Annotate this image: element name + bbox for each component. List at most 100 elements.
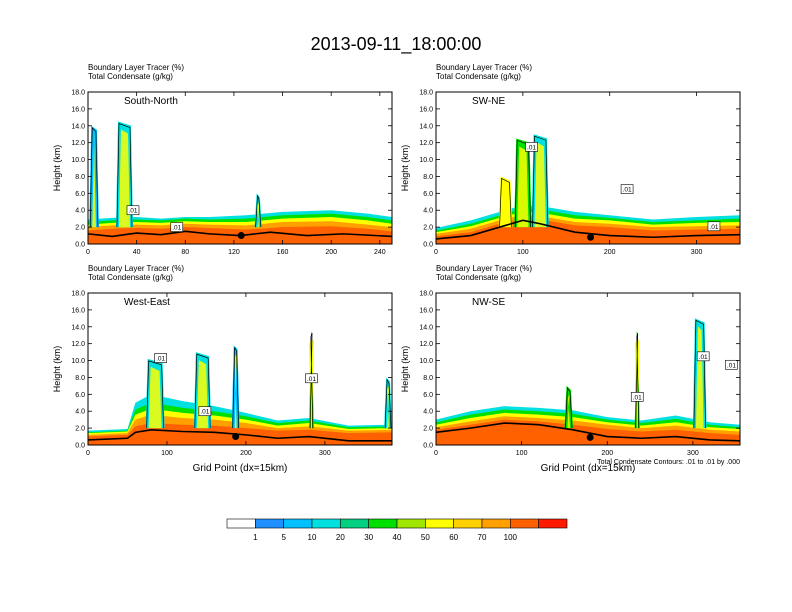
contour-label-box-1 bbox=[525, 142, 538, 152]
terrain-line bbox=[88, 428, 392, 442]
y-tick-label: 6.0 bbox=[423, 191, 433, 198]
y-tick-label: 18.0 bbox=[71, 291, 85, 298]
contour-label-box-1 bbox=[154, 353, 167, 363]
colorbar-swatch-3 bbox=[283, 518, 313, 529]
left-label-1: Boundary Layer Tracer (%) bbox=[436, 63, 532, 72]
contour-label-box-3 bbox=[725, 359, 738, 370]
panel-title: West-East bbox=[124, 297, 170, 308]
panel-frame bbox=[435, 91, 741, 245]
y-tick-label: 4.0 bbox=[423, 409, 433, 416]
y-tick-label: 16.0 bbox=[419, 307, 433, 314]
panel-frame bbox=[87, 91, 393, 245]
y-tick-label: 4.0 bbox=[75, 208, 85, 215]
condensate-contour-3 bbox=[499, 177, 512, 228]
plume-core-1 bbox=[118, 129, 130, 228]
plume-3 bbox=[564, 385, 574, 429]
colorbar-swatch-8 bbox=[425, 518, 454, 529]
y-tick-label: 6.0 bbox=[75, 191, 85, 198]
plot-area: .01 .01 .01 bbox=[436, 134, 740, 244]
contour-label-1: .01 bbox=[156, 356, 165, 363]
condensate-contour-1 bbox=[146, 360, 164, 429]
colorbar-swatch-12 bbox=[538, 518, 568, 529]
colorbar-label-100: 100 bbox=[504, 533, 518, 542]
contour-label-box-3 bbox=[305, 373, 318, 384]
contour-label-box-2 bbox=[696, 351, 710, 362]
colorbar-swatch-1 bbox=[226, 518, 256, 529]
contour-label-2: .01 bbox=[172, 225, 181, 232]
colorbar: 1 5 10 20 30 40 50 60 70 100 bbox=[226, 518, 568, 542]
colorbar-swatch-10 bbox=[481, 518, 511, 529]
condensate-contour-2 bbox=[194, 353, 211, 429]
x-tick-label: 0 bbox=[434, 249, 438, 256]
condensate-contour-3 bbox=[565, 386, 573, 429]
y-tick-label: 18.0 bbox=[419, 291, 433, 298]
contour-label-box-3 bbox=[707, 221, 721, 232]
point-marker bbox=[586, 433, 594, 441]
y-tick-label: 6.0 bbox=[423, 392, 433, 399]
contour-label-1: .01 bbox=[633, 394, 642, 401]
colorbar-label-10: 10 bbox=[308, 533, 317, 542]
point-marker bbox=[232, 433, 240, 441]
y-tick-label: 10.0 bbox=[419, 157, 433, 164]
left-label-2: Total Condensate (g/kg) bbox=[436, 273, 521, 282]
y-tick-label: 2.0 bbox=[75, 426, 85, 433]
y-tick-label: 18.0 bbox=[419, 90, 433, 97]
colorbar-swatch-7 bbox=[396, 518, 426, 529]
x-tick-label: 300 bbox=[319, 450, 331, 457]
left-label-2: Total Condensate (g/kg) bbox=[436, 72, 521, 81]
y-axis-label: Height (km) bbox=[52, 145, 62, 192]
y-tick-label: 12.0 bbox=[419, 140, 433, 147]
contour-label-3: .01 bbox=[727, 362, 736, 369]
point-marker bbox=[237, 232, 245, 240]
x-tick-label: 120 bbox=[228, 249, 240, 256]
panel-title: South-North bbox=[124, 96, 178, 107]
x-tick-label: 80 bbox=[181, 249, 189, 256]
y-tick-label: 14.0 bbox=[71, 324, 85, 331]
y-tick-label: 16.0 bbox=[71, 106, 85, 113]
y-tick-label: 8.0 bbox=[75, 174, 85, 181]
panel-title: NW-SE bbox=[472, 297, 505, 308]
contour-label-3: .01 bbox=[709, 224, 718, 231]
contour-label-2: .01 bbox=[200, 409, 209, 416]
colorbar-label-5: 5 bbox=[281, 533, 286, 542]
y-tick-label: 2.0 bbox=[423, 225, 433, 232]
y-tick-label: 0.0 bbox=[423, 242, 433, 249]
terrain-line bbox=[436, 219, 740, 240]
y-tick-label: 10.0 bbox=[71, 157, 85, 164]
colorbar-label-20: 20 bbox=[336, 533, 345, 542]
panel-2: .01 .01 .01 0.0 2.0 4.0 6.0 8.0 10.0 12.0 14.0 16.0… bbox=[400, 63, 741, 256]
y-axis-label: Height (km) bbox=[400, 145, 410, 192]
plume-core-1 bbox=[634, 339, 640, 429]
plume-core-1 bbox=[148, 366, 162, 429]
condensate-contour-1 bbox=[514, 139, 531, 228]
terrain-line bbox=[436, 422, 740, 442]
plume-core-2 bbox=[92, 133, 96, 228]
plume-core-3 bbox=[234, 353, 237, 429]
contour-label-box-1 bbox=[126, 205, 140, 216]
colorbar-swatch-9 bbox=[453, 518, 483, 529]
x-axis-label: Grid Point (dx=15km) bbox=[541, 463, 636, 474]
left-label-2: Total Condensate (g/kg) bbox=[88, 273, 173, 282]
plot-area: .01 .01 .01 bbox=[88, 331, 392, 445]
contour-label-1: .01 bbox=[128, 208, 137, 215]
colorbar-swatch-5 bbox=[340, 518, 369, 529]
y-tick-label: 0.0 bbox=[423, 443, 433, 450]
plume-core-3 bbox=[256, 201, 260, 228]
colorbar-swatch-6 bbox=[368, 518, 398, 529]
condensate-contour-2 bbox=[693, 319, 706, 429]
x-tick-label: 100 bbox=[161, 450, 173, 457]
x-tick-label: 0 bbox=[86, 450, 90, 457]
left-label-1: Boundary Layer Tracer (%) bbox=[88, 264, 184, 273]
contour-label-box-2 bbox=[620, 184, 634, 194]
y-tick-label: 12.0 bbox=[419, 341, 433, 348]
y-tick-label: 14.0 bbox=[419, 123, 433, 130]
condensate-contour-2 bbox=[532, 135, 549, 228]
condensate-contour-3 bbox=[255, 195, 262, 228]
x-tick-label: 0 bbox=[86, 249, 90, 256]
plume-core-4 bbox=[308, 339, 315, 429]
condensate-contour-1 bbox=[116, 123, 133, 228]
y-tick-label: 0.0 bbox=[75, 443, 85, 450]
x-tick-label: 200 bbox=[601, 450, 613, 457]
y-tick-label: 8.0 bbox=[423, 174, 433, 181]
